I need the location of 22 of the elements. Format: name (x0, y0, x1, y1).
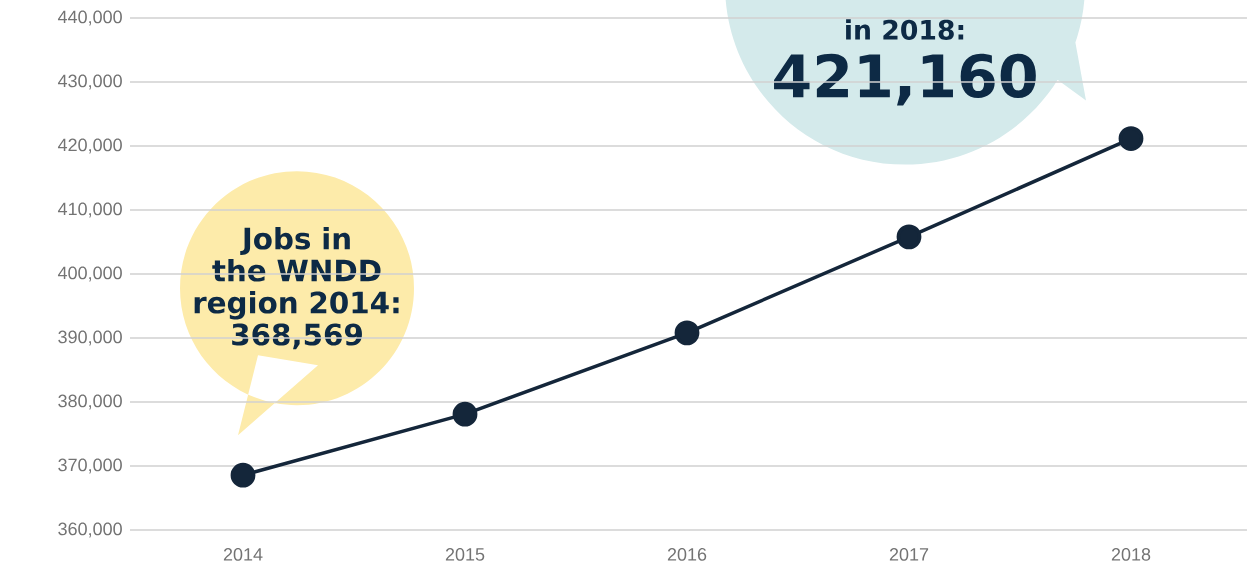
point (674, 320, 700, 346)
y-tick-label: 390,000 (58, 330, 122, 346)
y-tick-label: 360,000 (58, 522, 122, 538)
x-tick-label: 2015 (445, 548, 485, 561)
y-tick-label: 410,000 (57, 202, 122, 218)
y-tick-label: 370,000 (58, 458, 122, 474)
x-tick-label: 2014 (223, 548, 263, 561)
point (452, 401, 478, 427)
x-tick-label: 2018 (1111, 548, 1151, 561)
annotation: Jobs in the WNDD region 2014: 368,569 (194, 226, 399, 350)
x-tick-label: 2016 (667, 548, 707, 561)
point (1118, 126, 1144, 151)
x-tick-label: 2017 (889, 548, 929, 561)
point (230, 462, 256, 488)
y-tick-label: 440,000 (57, 10, 122, 26)
y-tick-label: 380,000 (58, 394, 122, 410)
y-tick-label: 420,000 (57, 138, 122, 154)
y-tick-label: 430,000 (57, 74, 122, 90)
y-tick-label: 400,000 (57, 266, 122, 282)
annotation: in 2018: (846, 19, 964, 40)
point (896, 224, 922, 250)
annotation: 421,160 (774, 53, 1036, 106)
